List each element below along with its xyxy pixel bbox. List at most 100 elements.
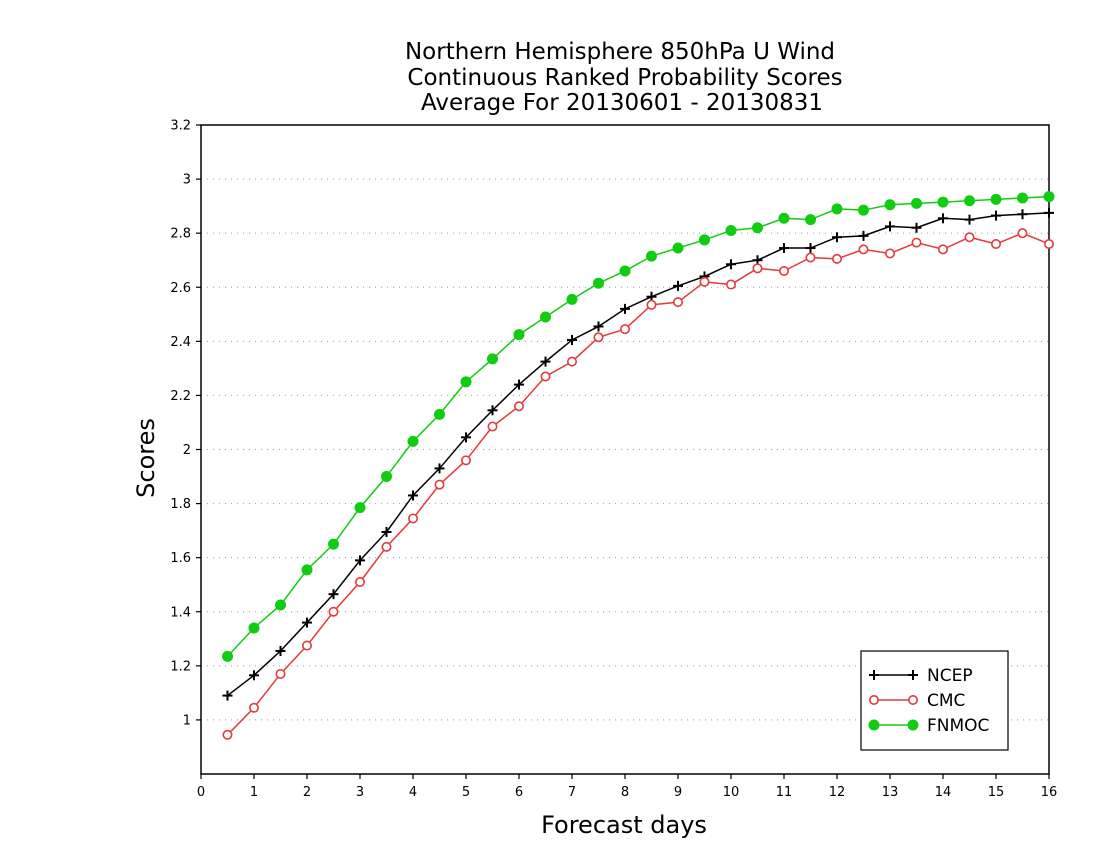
data-point-cmc bbox=[752, 263, 763, 274]
data-point-ncep bbox=[249, 670, 259, 681]
data-point-cmc bbox=[725, 279, 736, 290]
x-tick-label: 15 bbox=[988, 785, 1005, 800]
x-tick-label: 0 bbox=[197, 785, 205, 800]
legend-label-fnmoc: FNMOC bbox=[927, 716, 989, 736]
data-point-ncep bbox=[1017, 209, 1028, 220]
legend-marker-ncep bbox=[869, 670, 879, 680]
data-point-ncep bbox=[408, 490, 418, 501]
y-axis-title: Scores bbox=[132, 418, 160, 498]
data-point-cmc bbox=[540, 371, 551, 382]
data-point-cmc bbox=[937, 244, 948, 255]
y-tick-label: 2.4 bbox=[170, 335, 191, 350]
legend-marker-fnmoc bbox=[907, 719, 919, 731]
legend: NCEP CMC FNMOC bbox=[860, 650, 1009, 751]
x-tick-label: 12 bbox=[829, 785, 846, 800]
data-point-fnmoc bbox=[354, 502, 366, 514]
data-point-ncep bbox=[567, 334, 577, 345]
data-point-ncep bbox=[1044, 207, 1054, 218]
data-point-cmc bbox=[964, 232, 975, 243]
data-point-fnmoc bbox=[487, 353, 498, 365]
data-point-cmc bbox=[805, 252, 816, 263]
data-point-cmc bbox=[249, 702, 260, 713]
data-point-fnmoc bbox=[1017, 192, 1028, 204]
y-tick-label: 1.8 bbox=[170, 497, 191, 512]
series-line-fnmoc bbox=[226, 195, 1050, 657]
data-point-ncep bbox=[964, 214, 975, 225]
x-tick-label: 6 bbox=[515, 785, 523, 800]
data-point-cmc bbox=[566, 356, 577, 367]
data-point-fnmoc bbox=[858, 204, 869, 216]
chart-title-line-2: Continuous Ranked Probability Scores bbox=[407, 65, 842, 91]
data-point-fnmoc bbox=[407, 435, 419, 447]
data-point-cmc bbox=[487, 421, 498, 432]
y-tick-label: 1.2 bbox=[170, 659, 191, 674]
data-point-cmc bbox=[778, 266, 789, 277]
data-point-ncep bbox=[832, 232, 842, 243]
data-point-fnmoc bbox=[646, 250, 657, 262]
x-tick-label: 10 bbox=[723, 785, 740, 800]
data-point-ncep bbox=[434, 463, 445, 474]
data-point-fnmoc bbox=[619, 265, 631, 277]
series-fnmoc bbox=[222, 191, 1055, 662]
chart-title-line-3: Average For 20130601 - 20130831 bbox=[421, 90, 823, 116]
series-ncep bbox=[222, 207, 1054, 701]
y-tick-label: 2.2 bbox=[170, 389, 191, 404]
data-point-ncep bbox=[938, 213, 948, 224]
data-point-ncep bbox=[779, 243, 789, 254]
chart-title: Northern Hemisphere 850hPa U Wind Contin… bbox=[405, 39, 843, 116]
data-point-fnmoc bbox=[275, 599, 286, 611]
data-point-fnmoc bbox=[248, 622, 260, 634]
data-point-fnmoc bbox=[301, 564, 313, 576]
x-tick-label: 3 bbox=[356, 785, 364, 800]
y-tick-label: 3 bbox=[183, 173, 191, 188]
x-tick-label: 7 bbox=[568, 785, 576, 800]
data-point-ncep bbox=[381, 526, 392, 537]
data-point-cmc bbox=[619, 324, 630, 335]
data-point-fnmoc bbox=[1043, 191, 1055, 203]
y-tick-label: 1.4 bbox=[170, 605, 191, 620]
legend-item-ncep: NCEP bbox=[869, 666, 973, 686]
x-tick-label: 4 bbox=[409, 785, 417, 800]
data-point-ncep bbox=[487, 405, 498, 416]
x-tick-label: 11 bbox=[776, 785, 793, 800]
y-tick-label: 3.2 bbox=[170, 119, 191, 134]
data-point-cmc bbox=[513, 401, 524, 412]
data-point-fnmoc bbox=[937, 196, 949, 208]
data-point-cmc bbox=[699, 276, 710, 287]
legend-marker-fnmoc bbox=[868, 719, 880, 731]
data-point-cmc bbox=[1044, 238, 1055, 249]
data-point-fnmoc bbox=[566, 293, 578, 305]
data-point-fnmoc bbox=[381, 471, 392, 483]
data-point-fnmoc bbox=[434, 408, 445, 420]
data-point-ncep bbox=[275, 645, 286, 656]
chart-title-line-1: Northern Hemisphere 850hPa U Wind bbox=[405, 39, 835, 65]
data-point-fnmoc bbox=[805, 214, 816, 226]
data-point-cmc bbox=[354, 577, 365, 588]
data-point-ncep bbox=[514, 379, 524, 390]
y-tick-label: 2.8 bbox=[170, 227, 191, 242]
data-point-ncep bbox=[355, 555, 365, 566]
data-point-cmc bbox=[460, 455, 471, 466]
series-line-ncep bbox=[227, 212, 1050, 697]
data-point-ncep bbox=[726, 259, 736, 270]
legend-label-cmc: CMC bbox=[927, 691, 965, 711]
y-tick-label: 1.6 bbox=[170, 551, 191, 566]
data-point-ncep bbox=[858, 230, 869, 241]
x-tick-label: 14 bbox=[935, 785, 952, 800]
data-point-ncep bbox=[805, 243, 816, 254]
data-point-cmc bbox=[831, 253, 842, 264]
data-point-ncep bbox=[673, 280, 683, 291]
y-tick-label: 2.6 bbox=[170, 281, 191, 296]
data-point-ncep bbox=[620, 303, 630, 314]
data-point-fnmoc bbox=[725, 224, 737, 236]
data-point-cmc bbox=[884, 248, 895, 259]
legend-marker-cmc bbox=[868, 694, 879, 705]
y-tick-label: 1 bbox=[183, 713, 191, 728]
data-point-cmc bbox=[407, 513, 418, 524]
data-point-cmc bbox=[381, 541, 392, 552]
data-point-fnmoc bbox=[778, 212, 790, 224]
legend-item-fnmoc: FNMOC bbox=[868, 716, 989, 736]
data-point-ncep bbox=[461, 432, 471, 443]
x-axis-tick-labels: 0 1 2 3 4 5 6 7 8 9 10 11 12 13 14 15 16 bbox=[197, 785, 1057, 800]
data-point-cmc bbox=[990, 238, 1001, 249]
